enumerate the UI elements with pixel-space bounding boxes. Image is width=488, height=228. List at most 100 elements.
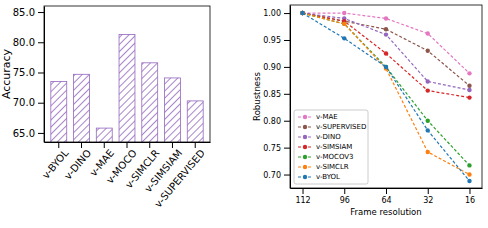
y-axis-title: Accuracy bbox=[0, 48, 13, 99]
series-marker bbox=[467, 179, 471, 183]
x-tick-mark bbox=[428, 188, 429, 194]
y-axis: 0.700.750.800.850.900.951.00 bbox=[263, 6, 290, 189]
x-tick-mark bbox=[58, 142, 59, 148]
y-axis-line bbox=[44, 7, 45, 143]
series-line bbox=[303, 13, 470, 165]
series-line bbox=[303, 13, 470, 86]
figure: 65.070.075.080.085.0v-BYOLv-DINOv-MAEv-M… bbox=[0, 0, 488, 228]
y-tick: 0.75 bbox=[263, 144, 290, 153]
x-tick-mark bbox=[149, 142, 150, 148]
legend-marker bbox=[303, 155, 307, 159]
series-marker bbox=[384, 65, 388, 69]
y-tick: 1.00 bbox=[263, 9, 290, 18]
y-tick: 70.0 bbox=[13, 97, 44, 108]
legend-marker bbox=[303, 145, 307, 149]
x-tick: 16 bbox=[465, 188, 475, 205]
x-tick-label: 96 bbox=[340, 196, 350, 205]
series-marker bbox=[300, 11, 304, 15]
y-tick: 65.0 bbox=[13, 128, 44, 139]
series-marker bbox=[342, 11, 346, 15]
series-marker bbox=[342, 22, 346, 26]
legend-label: v-SUPERVISED bbox=[316, 123, 366, 131]
x-tick: 112 bbox=[295, 188, 310, 205]
y-tick-mark bbox=[38, 72, 44, 73]
bar bbox=[74, 74, 90, 142]
plot-frame bbox=[290, 5, 482, 188]
y-tick-mark bbox=[284, 148, 290, 149]
y-tick-mark bbox=[38, 133, 44, 134]
series-marker bbox=[426, 49, 430, 53]
x-tick-mark bbox=[469, 188, 470, 194]
legend-label: v-DINO bbox=[316, 133, 341, 141]
x-tick: v-DINO bbox=[62, 142, 93, 181]
bar bbox=[165, 78, 181, 142]
legend-marker bbox=[303, 125, 307, 129]
legend-marker bbox=[303, 135, 307, 139]
x-tick-mark bbox=[127, 142, 128, 148]
legend-marker bbox=[303, 175, 307, 179]
line-chart: 0.700.750.800.850.900.951.0011296643216F… bbox=[252, 5, 483, 217]
series-marker bbox=[384, 27, 388, 31]
bar bbox=[51, 82, 67, 142]
series-marker bbox=[467, 88, 471, 92]
series-group bbox=[300, 11, 471, 183]
y-tick-mark bbox=[284, 40, 290, 41]
y-tick-mark bbox=[284, 13, 290, 14]
series-marker bbox=[467, 163, 471, 167]
series-marker bbox=[384, 51, 388, 55]
bar bbox=[96, 128, 112, 142]
series-marker bbox=[384, 65, 388, 69]
legend-label: v-SIMSIAM bbox=[316, 143, 352, 151]
y-tick: 80.0 bbox=[13, 37, 44, 48]
y-tick-mark bbox=[38, 103, 44, 104]
legend-label: v-MAE bbox=[316, 113, 338, 121]
x-axis: v-BYOLv-DINOv-MAEv-MOCOv-SIMCLRv-SIMSIAM… bbox=[40, 142, 210, 209]
x-tick-label: 16 bbox=[465, 196, 475, 205]
series-marker bbox=[467, 95, 471, 99]
series-marker bbox=[426, 88, 430, 92]
series-marker bbox=[384, 16, 388, 20]
x-tick-mark bbox=[81, 142, 82, 148]
y-tick-label: 0.95 bbox=[263, 36, 281, 45]
y-tick-label: 0.85 bbox=[263, 90, 281, 99]
series-line bbox=[303, 13, 470, 181]
legend-marker bbox=[303, 165, 307, 169]
x-tick-label: 32 bbox=[423, 196, 433, 205]
legend-marker bbox=[303, 115, 307, 119]
x-tick: v-SUPERVISED bbox=[152, 142, 207, 209]
x-tick-mark bbox=[386, 188, 387, 194]
x-tick-mark bbox=[303, 188, 304, 194]
series-marker bbox=[300, 11, 304, 15]
series-marker bbox=[426, 31, 430, 35]
y-tick-label: 70.0 bbox=[13, 97, 35, 108]
legend-label: v-BYOL bbox=[316, 173, 340, 181]
x-tick: 64 bbox=[381, 188, 391, 205]
series-marker bbox=[426, 119, 430, 123]
series-marker bbox=[300, 11, 304, 15]
y-tick: 75.0 bbox=[13, 67, 44, 78]
series-marker bbox=[300, 11, 304, 15]
y-tick-mark bbox=[38, 42, 44, 43]
x-tick: 32 bbox=[423, 188, 433, 205]
series-marker bbox=[300, 11, 304, 15]
bars bbox=[51, 34, 203, 142]
y-tick: 0.85 bbox=[263, 90, 290, 99]
series-marker bbox=[342, 36, 346, 40]
y-tick-label: 0.80 bbox=[263, 117, 281, 126]
bar bbox=[142, 63, 158, 142]
series-marker bbox=[300, 11, 304, 15]
bar-chart: 65.070.075.080.085.0v-BYOLv-DINOv-MAEv-M… bbox=[0, 6, 211, 228]
y-axis: 65.070.075.080.085.0 bbox=[13, 7, 45, 143]
series-marker bbox=[467, 71, 471, 75]
series-line bbox=[303, 13, 470, 98]
series-marker bbox=[467, 84, 471, 88]
bar bbox=[187, 101, 203, 142]
y-tick-mark bbox=[284, 94, 290, 95]
y-tick-mark bbox=[284, 121, 290, 122]
y-axis-title: Robustness bbox=[252, 72, 262, 121]
legend-box bbox=[294, 110, 368, 184]
x-tick-mark bbox=[195, 142, 196, 148]
series-line bbox=[303, 13, 470, 90]
bar bbox=[119, 34, 135, 142]
legend-label: v-SIMCLR bbox=[316, 163, 349, 171]
